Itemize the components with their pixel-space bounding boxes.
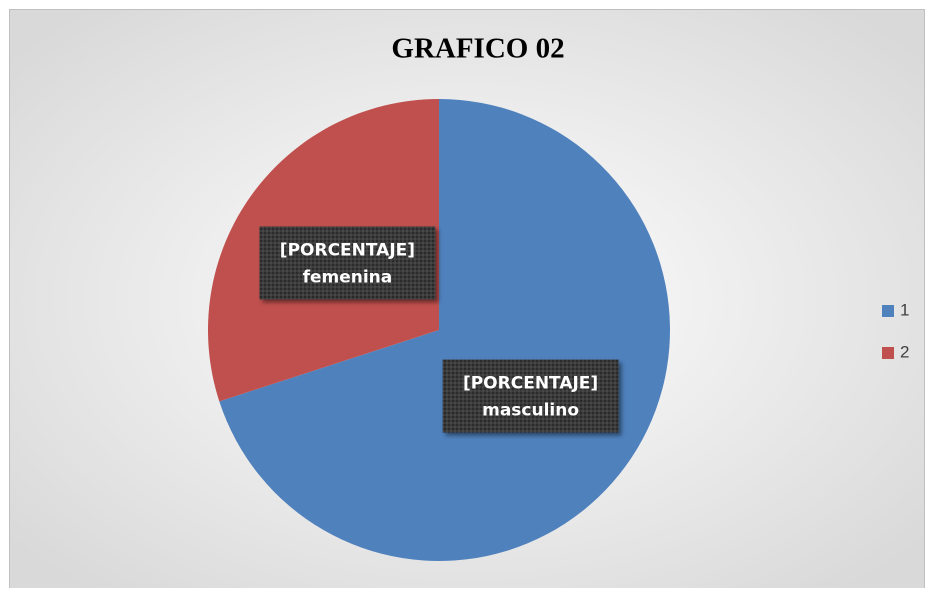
legend-label: 1 bbox=[900, 300, 909, 319]
data-label-box bbox=[259, 226, 436, 300]
data-label: [PORCENTAJE] bbox=[280, 240, 415, 260]
data-label-box bbox=[442, 359, 619, 433]
pie-slice bbox=[219, 99, 670, 561]
legend-swatch bbox=[882, 305, 894, 317]
legend-swatch bbox=[882, 347, 894, 359]
data-label: femenina bbox=[303, 267, 393, 287]
data-label: masculino bbox=[482, 401, 579, 421]
chart-title: GRAFICO 02 bbox=[391, 33, 564, 65]
legend-label: 2 bbox=[900, 342, 909, 361]
data-label: [PORCENTAJE] bbox=[463, 374, 598, 394]
